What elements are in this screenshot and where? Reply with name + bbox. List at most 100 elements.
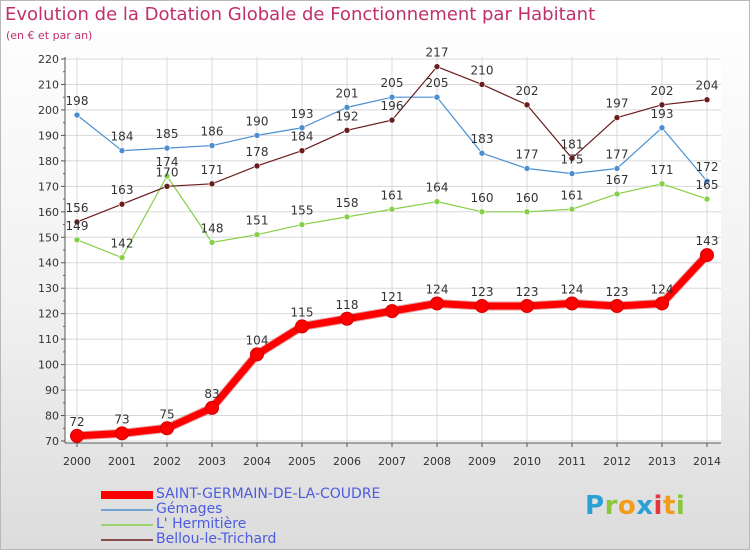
data-point [340,311,354,326]
y-tick-label: 210 [38,78,59,91]
data-point [430,296,444,311]
y-tick-label: 120 [38,308,59,321]
data-label: 104 [246,333,269,347]
data-labels: 198 184 185 186 190 193 201 205 205 183 177 175 177 1… [66,46,719,429]
data-label: 196 [381,99,404,113]
data-point [523,165,531,172]
data-label: 197 [606,97,629,111]
data-label: 123 [606,285,629,299]
x-tick-label: 2001 [108,455,136,468]
data-label: 118 [336,298,359,312]
data-point [250,347,264,362]
data-label: 161 [561,188,584,202]
data-label: 184 [111,130,134,144]
data-point [298,124,306,132]
data-label: 148 [201,221,224,235]
data-point [208,180,216,188]
data-label: 205 [381,76,404,90]
proxiti-logo: Proxiti [585,491,685,521]
data-point [253,132,261,139]
data-label: 143 [696,234,719,248]
x-tick-label: 2013 [648,455,676,468]
data-label: 193 [651,107,674,121]
data-point [163,183,171,190]
data-label: 185 [156,127,179,141]
data-label: 198 [66,94,89,108]
y-tick-label: 70 [45,435,59,448]
data-point [523,208,531,216]
data-point [73,236,81,244]
data-point [115,426,129,441]
logo-letter: o [617,491,637,521]
data-label: 202 [651,84,674,98]
data-point [163,144,171,152]
y-tick-label: 130 [38,282,59,295]
y-tick-label: 200 [38,104,59,117]
y-tick-label: 150 [38,231,59,244]
data-label: 155 [291,204,314,218]
data-label: 175 [561,153,584,167]
data-point [658,180,666,188]
x-tick-label: 2003 [198,455,226,468]
x-tick-label: 2014 [693,455,721,468]
data-label: 172 [696,160,719,174]
data-point [478,149,486,157]
data-label: 167 [606,173,629,187]
data-label: 204 [696,79,719,93]
data-label: 124 [426,282,449,296]
plot-background [65,57,721,443]
data-label: 123 [471,285,494,299]
data-point [343,104,351,111]
data-label: 190 [246,114,269,128]
data-label: 186 [201,125,224,139]
data-point [295,319,309,334]
data-label: 181 [561,137,584,151]
data-label: 177 [606,148,629,162]
data-point [613,114,621,121]
logo-letter: i [675,491,686,521]
data-point [658,101,666,109]
grid-lines [65,57,721,443]
data-point [73,111,81,119]
data-point [613,165,621,172]
data-label: 178 [246,145,269,159]
logo-letter: x [636,491,654,521]
data-point [520,299,534,314]
data-label: 161 [381,188,404,202]
chart-subtitle: (en € et par an) [6,29,93,42]
data-point [118,200,126,208]
data-label: 163 [111,183,134,197]
y-tick-label: 190 [38,129,59,142]
data-point [475,299,489,314]
data-point [160,421,174,436]
y-tick-label: 80 [45,410,59,423]
x-tick-label: 2012 [603,455,631,468]
data-label: 156 [66,201,89,215]
data-point [523,101,531,109]
data-point [298,147,306,154]
chart-title: Evolution de la Dotation Globale de Fonc… [5,4,596,25]
data-label: 83 [204,387,219,401]
data-label: 72 [69,415,84,429]
logo-letter: i [653,491,663,521]
data-point [703,195,711,203]
data-label: 183 [471,132,494,146]
data-point [703,96,711,104]
data-label: 217 [426,46,449,60]
logo-letter: P [585,491,605,521]
data-point [478,208,486,216]
data-point [388,93,396,101]
data-point [658,124,666,132]
y-tick-label: 170 [38,180,59,193]
data-label: 171 [201,163,224,177]
data-point [568,205,576,213]
data-label: 177 [516,148,539,162]
data-point [703,177,711,185]
data-label: 165 [696,178,719,192]
data-label: 151 [246,214,269,228]
legend-label-saint-germain: SAINT-GERMAIN-DE-LA-COUDRE [156,486,381,502]
data-point [253,231,261,239]
y-tick-label: 180 [38,155,59,168]
legend-label-bellou: Bellou-le-Trichard [156,531,277,547]
